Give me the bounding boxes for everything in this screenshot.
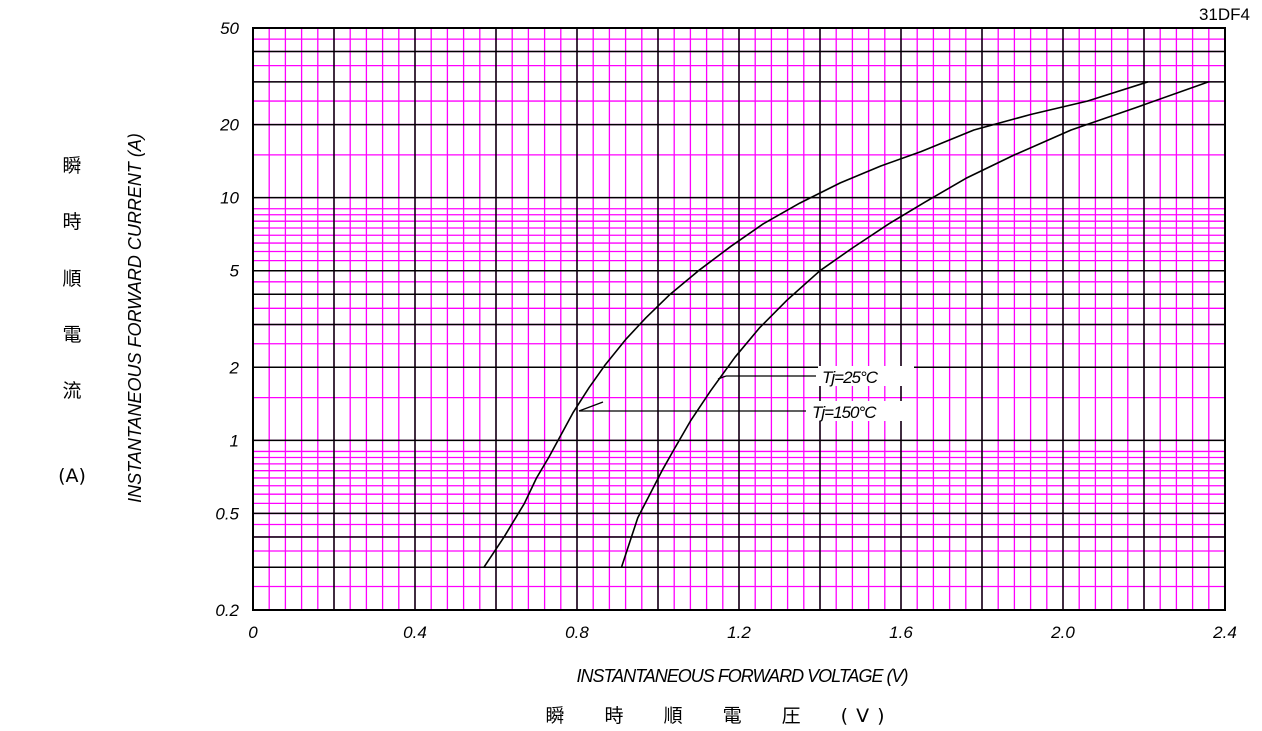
y-axis-title-jp-1: 瞬 [62,155,81,177]
y-tick-label: 0.2 [215,601,239,620]
y-tick-labels: 0.2 0.5 1 2 5 10 20 50 [215,19,239,620]
plot-frame [252,27,1226,611]
x-axis-title-jp: 瞬 時 順 電 圧 (V) [545,705,892,727]
x-tick-label: 1.2 [727,623,751,642]
curves [483,81,1210,568]
y-axis-title-jp-5: 流 [62,380,81,402]
y-axis-title-jp-6: (A) [58,465,86,487]
series-label-150c: Tj=150°C [812,403,877,422]
y-tick-label: 1 [230,431,239,450]
x-tick-label: 2.4 [1212,623,1237,642]
leader-tip-150c [578,401,604,412]
x-tick-labels: 0 0.4 0.8 1.2 1.6 2.0 2.4 [248,623,1237,642]
y-tick-label: 20 [219,116,239,135]
x-axis-title: INSTANTANEOUS FORWARD VOLTAGE (V) [576,666,907,686]
major-grid [253,28,1225,610]
y-axis-title-jp-4: 電 [62,324,81,346]
x-tick-label: 1.6 [889,623,913,642]
y-axis-title-jp-3: 順 [62,268,81,290]
series-line-25c [620,81,1210,568]
y-tick-label: 2 [229,358,240,377]
x-tick-label: 0.8 [565,623,589,642]
series-line-150c [483,81,1149,568]
leader-tip-25c [717,375,727,380]
x-tick-label: 2.0 [1050,623,1075,642]
series-label-25c: Tj=25°C [822,368,879,387]
model-label: 31DF4 [1199,5,1250,24]
y-tick-label: 10 [220,189,239,208]
x-tick-label: 0 [248,623,258,642]
y-axis-title: INSTANTANEOUS FORWARD CURRENT (A) [125,133,145,503]
curve-label-150c: Tj=150°C [808,401,908,422]
y-tick-label: 5 [230,262,240,281]
x-tick-label: 0.4 [403,623,427,642]
curve-label-25c: Tj=25°C [818,366,914,387]
label-leader-lines [578,375,816,412]
y-axis-title-jp-2: 時 [62,211,81,233]
y-tick-label: 50 [220,19,239,38]
y-tick-label: 0.5 [215,504,239,523]
